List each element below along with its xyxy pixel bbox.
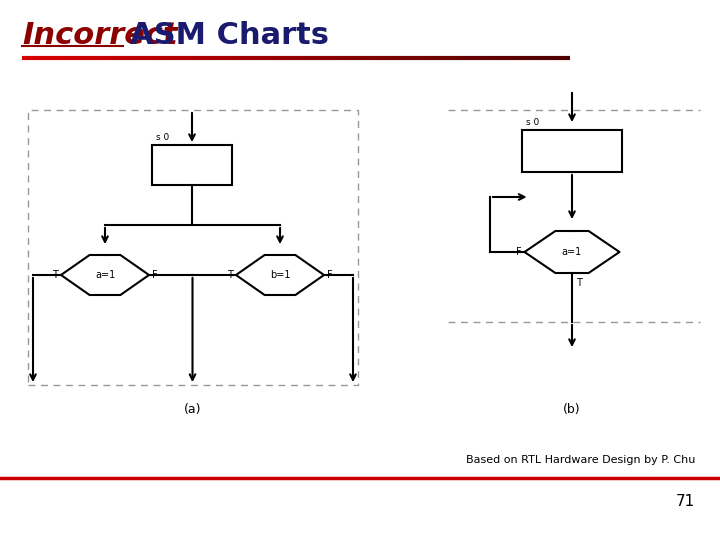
Text: T: T xyxy=(227,270,233,280)
Bar xyxy=(152,145,232,185)
Text: a=1: a=1 xyxy=(562,247,582,257)
Text: F: F xyxy=(327,270,333,280)
Text: ASM Charts: ASM Charts xyxy=(130,21,329,50)
Text: (a): (a) xyxy=(184,403,202,416)
Bar xyxy=(522,130,622,172)
Text: 71: 71 xyxy=(676,495,695,510)
Text: F: F xyxy=(152,270,158,280)
Text: T: T xyxy=(52,270,58,280)
Text: F: F xyxy=(516,247,521,257)
Text: s 0: s 0 xyxy=(156,133,169,142)
Text: (b): (b) xyxy=(563,403,581,416)
Text: s 0: s 0 xyxy=(526,118,539,127)
Text: Based on RTL Hardware Design by P. Chu: Based on RTL Hardware Design by P. Chu xyxy=(466,455,695,465)
Text: b=1: b=1 xyxy=(270,270,290,280)
Text: T: T xyxy=(576,278,582,288)
Bar xyxy=(28,110,358,385)
Text: Incorrect: Incorrect xyxy=(22,21,178,50)
Text: a=1: a=1 xyxy=(95,270,115,280)
